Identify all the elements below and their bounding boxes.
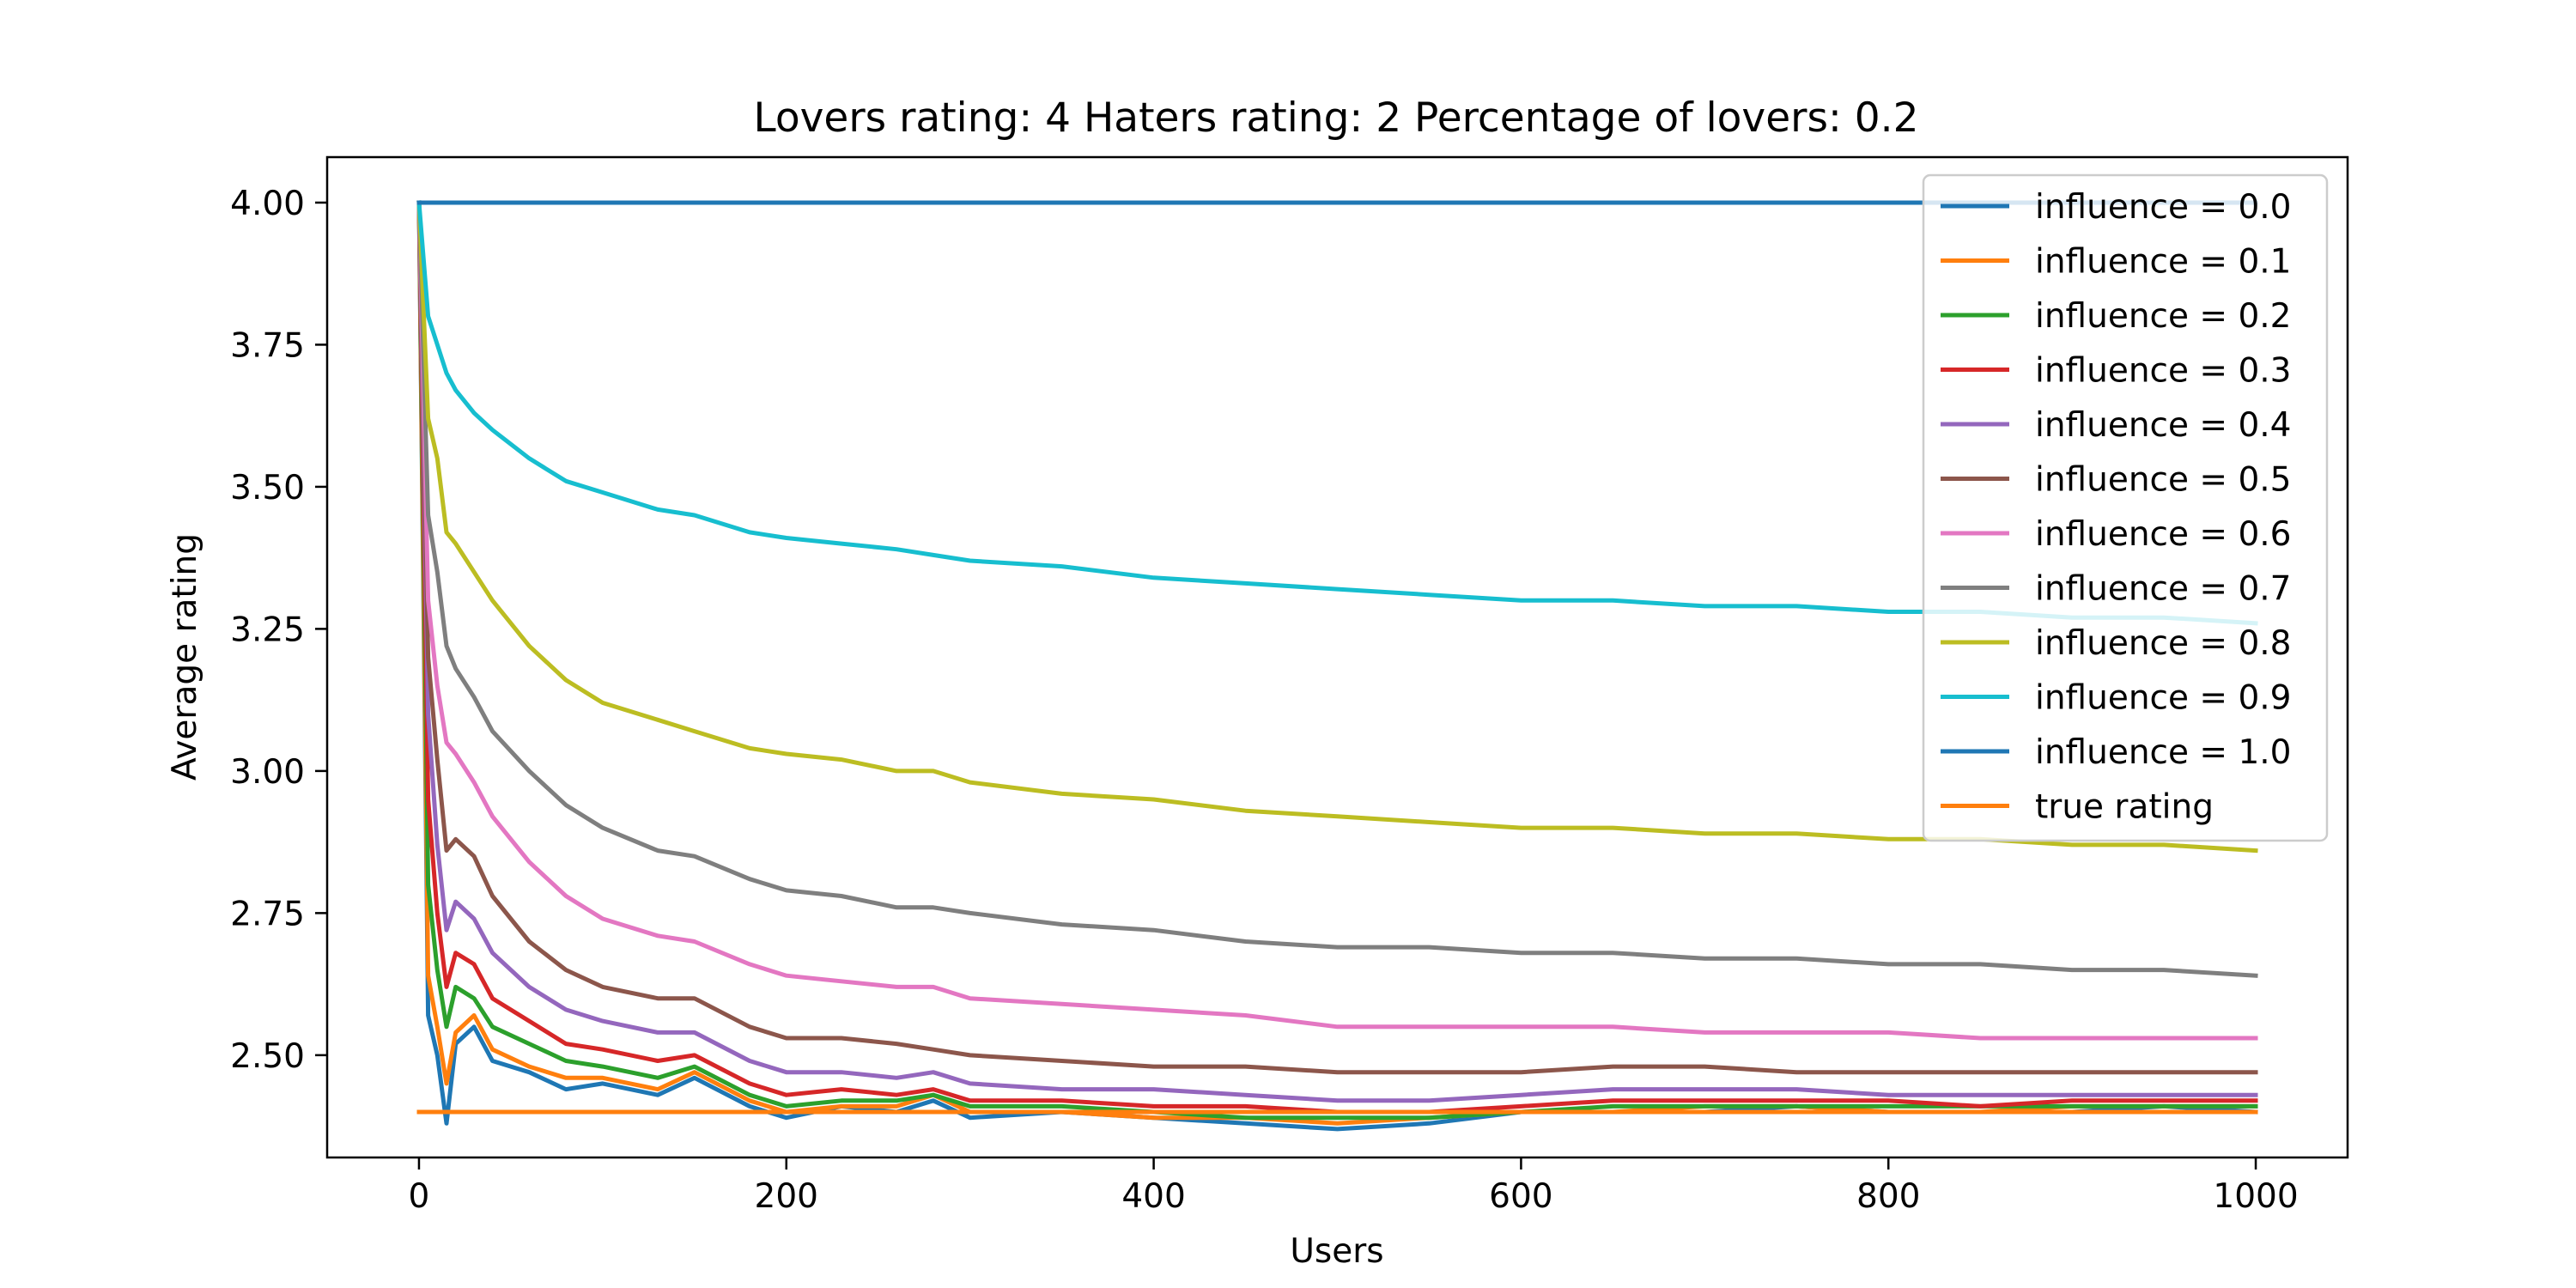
y-axis: 2.50 2.75 3.00 3.25 3.50 3.75 4.00 [230, 185, 327, 1076]
legend-label-10: influence = 1.0 [2035, 733, 2291, 772]
legend-box [1922, 173, 2329, 842]
legend-label-6: influence = 0.6 [2035, 515, 2291, 554]
series-line-9 [416, 200, 2258, 626]
series-layer [416, 200, 2258, 1132]
legend-label-8: influence = 0.8 [2035, 624, 2291, 663]
series-line-2 [416, 200, 2258, 1121]
y-tick-label: 4.00 [230, 185, 305, 223]
series-line-5 [416, 200, 2258, 1075]
legend-label-9: influence = 0.9 [2035, 679, 2291, 718]
y-axis-label: Average rating [166, 533, 204, 781]
legend-label-0: influence = 0.0 [2035, 188, 2291, 227]
series-line-3 [416, 200, 2258, 1115]
legend: influence = 0.0 influence = 0.1 influence … [1922, 173, 2329, 842]
y-tick-label: 3.00 [230, 753, 305, 792]
x-tick-label: 200 [755, 1177, 818, 1216]
legend-label-5: influence = 0.5 [2035, 461, 2291, 500]
legend-label-7: influence = 0.7 [2035, 570, 2291, 609]
x-tick-label: 400 [1121, 1177, 1185, 1216]
legend-label-2: influence = 0.2 [2035, 297, 2291, 336]
legend-label-1: influence = 0.1 [2035, 243, 2291, 282]
y-tick-label: 3.50 [230, 469, 305, 507]
x-tick-label: 1000 [2213, 1177, 2298, 1216]
legend-label-4: influence = 0.4 [2035, 406, 2291, 445]
x-tick-label: 600 [1489, 1177, 1552, 1216]
legend-label-11: true rating [2035, 788, 2214, 827]
series-line-7 [416, 200, 2258, 978]
chart-title: Lovers rating: 4 Haters rating: 2 Percen… [754, 94, 1919, 142]
y-tick-label: 3.25 [230, 611, 305, 649]
y-tick-label: 3.75 [230, 326, 305, 365]
series-line-8 [416, 200, 2258, 854]
legend-label-3: influence = 0.3 [2035, 352, 2291, 391]
x-axis: 0 200 400 600 800 1000 [409, 1157, 2299, 1216]
series-line-6 [416, 200, 2258, 1041]
x-tick-label: 800 [1856, 1177, 1920, 1216]
plot-frame [325, 155, 2349, 1159]
plot-area [325, 155, 2349, 1159]
y-tick-label: 2.75 [230, 895, 305, 933]
y-tick-label: 2.50 [230, 1037, 305, 1076]
x-tick-label: 0 [409, 1177, 430, 1216]
series-line-4 [416, 200, 2258, 1103]
legend-items: influence = 0.0 influence = 0.1 influence … [1941, 188, 2291, 827]
x-axis-label: Users [1290, 1232, 1383, 1271]
